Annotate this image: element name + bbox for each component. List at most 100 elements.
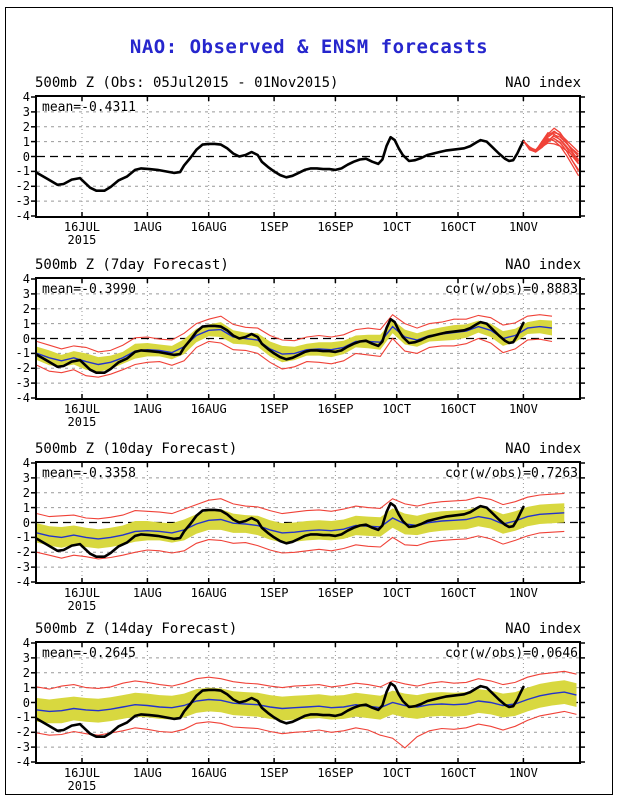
- observed-line: [35, 501, 525, 558]
- plot-area: [31, 95, 585, 218]
- y-axis-tick-label: 0: [22, 695, 30, 710]
- envelope-upper-line: [36, 670, 577, 690]
- y-axis-tick-label: -3: [15, 560, 30, 575]
- y-axis-tick-label: -3: [15, 740, 30, 755]
- y-axis-tick-label: -1: [15, 346, 30, 361]
- envelope-upper-line: [36, 313, 553, 353]
- nao-index-label: NAO index: [505, 75, 581, 91]
- x-axis-tick-label: 16AUG: [190, 766, 227, 780]
- observed-line: [35, 681, 525, 738]
- y-axis-tick-label: 0: [22, 515, 30, 530]
- plot-svg: [31, 462, 585, 583]
- y-axis-tick-label: 1: [22, 500, 30, 515]
- y-axis-tick-label: 1: [22, 134, 30, 149]
- panel-title: 500mb Z (10day Forecast): [35, 441, 238, 457]
- year-label: 2015: [67, 779, 97, 793]
- x-axis-tick-label: 16OCT: [439, 766, 477, 780]
- mean-stat-label: mean=-0.4311: [42, 100, 136, 115]
- x-axis-tick-label: 1OCT: [382, 766, 412, 780]
- x-axis-tick-label: 1AUG: [132, 766, 162, 780]
- y-axis-tick-label: -3: [15, 194, 30, 209]
- x-axis-tick-label: 16SEP: [317, 220, 354, 234]
- plot-svg: [31, 642, 585, 763]
- x-axis-tick-label: 1AUG: [132, 586, 162, 600]
- y-axis-tick-label: -1: [15, 710, 30, 725]
- y-axis-tick-label: 4: [22, 636, 30, 650]
- spread-band: [37, 319, 552, 372]
- y-axis-tick-label: -4: [15, 209, 30, 223]
- plot-area: [31, 641, 585, 764]
- y-axis-tick-label: 4: [22, 456, 30, 470]
- x-axis-tick-label: 1NOV: [508, 586, 538, 600]
- year-label: 2015: [67, 599, 97, 613]
- y-axis-tick-label: 0: [22, 149, 30, 164]
- y-axis-tick-label: 3: [22, 470, 30, 485]
- envelope-lower-line: [36, 337, 553, 378]
- observed-line: [35, 317, 525, 374]
- x-axis-tick-label: 16JUL: [63, 586, 101, 600]
- y-axis-tick-label: 2: [22, 119, 30, 134]
- ensemble-member-line: [522, 134, 580, 155]
- x-axis-tick-label: 1NOV: [508, 402, 538, 416]
- envelope-lower-line: [36, 710, 577, 749]
- x-axis-tick-label: 16OCT: [439, 402, 477, 416]
- mean-stat-label: mean=-0.2645: [42, 646, 136, 661]
- x-axis-tick-label: 16JUL: [63, 766, 101, 780]
- ensemble-mean-line: [36, 325, 553, 366]
- y-axis-tick-label: 1: [22, 316, 30, 331]
- x-axis-tick-label: 1SEP: [259, 766, 289, 780]
- y-axis-tick-label: 2: [22, 485, 30, 500]
- y-axis-tick-label: 2: [22, 301, 30, 316]
- x-axis-tick-label: 16AUG: [190, 586, 227, 600]
- mean-stat-label: mean=-0.3990: [42, 282, 136, 297]
- x-axis-tick-label: 1SEP: [259, 586, 289, 600]
- y-axis-tick-label: -4: [15, 755, 30, 769]
- x-axis-tick-label: 1AUG: [132, 402, 162, 416]
- cor-stat-label: cor(w/obs)=0.0646: [444, 646, 578, 661]
- panel-header: 500mb Z (10day Forecast) NAO index: [35, 441, 581, 458]
- y-axis-tick-label: -2: [15, 179, 30, 194]
- y-axis-tick-label: -4: [15, 575, 30, 589]
- cor-stat-label: cor(w/obs)=0.7263: [444, 466, 578, 481]
- x-axis-tick-label: 16SEP: [317, 402, 354, 416]
- x-axis-tick-label: 16OCT: [439, 220, 477, 234]
- observed-line: [35, 135, 525, 192]
- panel-title: 500mb Z (7day Forecast): [35, 257, 229, 273]
- cor-stat-label: cor(w/obs)=0.8883: [444, 282, 578, 297]
- panel-header: 500mb Z (14day Forecast) NAO index: [35, 621, 581, 638]
- plot-svg: [31, 96, 585, 217]
- x-axis-tick-label: 16AUG: [190, 402, 227, 416]
- plot-area: [31, 461, 585, 584]
- y-axis-tick-label: 3: [22, 286, 30, 301]
- year-label: 2015: [67, 233, 97, 247]
- y-axis-tick-label: 1: [22, 680, 30, 695]
- y-axis-tick-label: -2: [15, 725, 30, 740]
- y-axis-tick-label: 4: [22, 90, 30, 104]
- spread-band: [37, 680, 577, 724]
- x-axis-tick-label: 1SEP: [259, 402, 289, 416]
- nao-index-label: NAO index: [505, 257, 581, 273]
- y-axis-tick-label: 4: [22, 272, 30, 286]
- x-axis-tick-label: 1AUG: [132, 220, 162, 234]
- nao-index-label: NAO index: [505, 441, 581, 457]
- x-axis-tick-label: 1OCT: [382, 220, 412, 234]
- y-axis-tick-label: -3: [15, 376, 30, 391]
- x-axis-tick-label: 1NOV: [508, 220, 538, 234]
- panel-title: 500mb Z (14day Forecast): [35, 621, 238, 637]
- x-axis-tick-label: 1SEP: [259, 220, 289, 234]
- spread-band: [37, 503, 565, 549]
- x-axis-tick-label: 16JUL: [63, 402, 101, 416]
- panel-header: 500mb Z (Obs: 05Jul2015 - 01Nov2015) NAO …: [35, 75, 581, 92]
- y-axis-tick-label: -1: [15, 164, 30, 179]
- x-axis-tick-label: 1OCT: [382, 586, 412, 600]
- envelope-lower-line: [36, 530, 565, 560]
- y-axis-tick-label: 0: [22, 331, 30, 346]
- y-axis-tick-label: -2: [15, 545, 30, 560]
- outer-frame: [5, 7, 613, 795]
- ensemble-mean-line: [36, 691, 577, 713]
- panel-title: 500mb Z (Obs: 05Jul2015 - 01Nov2015): [35, 75, 339, 91]
- x-axis-tick-label: 1NOV: [508, 766, 538, 780]
- panel-header: 500mb Z (7day Forecast) NAO index: [35, 257, 581, 274]
- envelope-upper-line: [36, 492, 565, 520]
